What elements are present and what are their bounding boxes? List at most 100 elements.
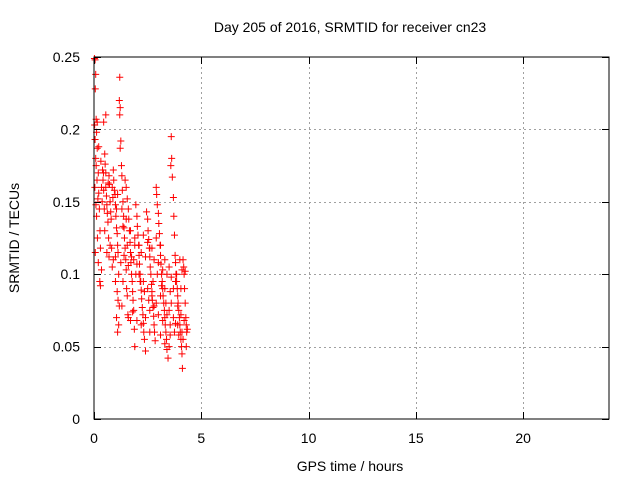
data-point [179, 335, 187, 343]
data-point [169, 193, 177, 201]
data-point [170, 328, 178, 336]
data-point [104, 179, 112, 187]
data-point [124, 205, 132, 213]
data-point [129, 308, 137, 316]
data-point [117, 137, 125, 145]
data-point [129, 296, 137, 304]
data-point [113, 314, 121, 322]
data-point [113, 230, 121, 238]
data-point [176, 256, 184, 264]
data-point [93, 176, 101, 184]
data-point [158, 282, 166, 290]
data-point [154, 209, 162, 217]
data-point [150, 321, 158, 329]
data-point [114, 241, 122, 249]
data-point [94, 259, 102, 267]
data-point [131, 343, 139, 351]
data-point [96, 277, 104, 285]
data-point [120, 251, 128, 259]
data-point [169, 285, 177, 293]
data-point [144, 227, 152, 235]
data-point [144, 215, 152, 223]
data-point [178, 328, 186, 336]
data-point [97, 157, 105, 165]
data-point [106, 241, 114, 249]
y-tick-label: 0.25 [53, 49, 80, 65]
data-point [152, 234, 160, 242]
data-point [140, 288, 148, 296]
data-point [108, 263, 116, 271]
plot-frame [93, 56, 610, 420]
data-point [174, 292, 182, 300]
data-point [108, 183, 116, 191]
data-point [180, 263, 188, 271]
data-point [103, 248, 111, 256]
data-point [180, 317, 188, 325]
data-point [119, 277, 127, 285]
data-point [145, 296, 153, 304]
data-point [107, 208, 115, 216]
y-axis-label: SRMTID / TECUs [6, 183, 22, 293]
data-point [103, 209, 111, 217]
data-point [109, 193, 117, 201]
data-point [150, 312, 158, 320]
data-point [140, 328, 148, 336]
data-point [162, 299, 170, 307]
data-point [93, 118, 101, 126]
data-point [147, 270, 155, 278]
data-point [152, 183, 160, 191]
data-point [128, 277, 136, 285]
data-point [133, 260, 141, 268]
data-point [119, 222, 127, 230]
data-point [159, 317, 167, 325]
data-point [138, 304, 146, 312]
y-tick-label: 0.1 [61, 266, 81, 282]
data-point [101, 160, 109, 168]
data-point [123, 292, 131, 300]
data-point [157, 251, 165, 259]
data-point [124, 314, 132, 322]
grid-lines [94, 57, 609, 419]
y-tick-label: 0 [72, 411, 80, 427]
data-point [178, 266, 186, 274]
data-point [120, 224, 128, 232]
data-point [157, 331, 165, 339]
data-point [154, 311, 162, 319]
data-point [101, 150, 109, 158]
data-point [115, 270, 123, 278]
data-point [175, 306, 183, 314]
data-point [117, 162, 125, 170]
data-point [108, 244, 116, 252]
data-point [133, 222, 141, 230]
data-point [172, 277, 180, 285]
data-point [131, 234, 139, 242]
data-point [153, 201, 161, 209]
data-point [122, 266, 130, 274]
data-point [111, 201, 119, 209]
data-point [138, 295, 146, 303]
data-point [96, 282, 104, 290]
x-tick-label: 0 [90, 430, 98, 446]
data-point [105, 234, 113, 242]
data-point [98, 198, 106, 206]
y-tick-label: 0.2 [61, 121, 81, 137]
data-point [104, 218, 112, 226]
data-point [106, 198, 114, 206]
data-point [137, 321, 145, 329]
data-point [133, 317, 141, 325]
data-point [105, 253, 113, 261]
data-point [118, 302, 126, 310]
data-point [173, 270, 181, 278]
data-point [166, 321, 174, 329]
data-point [119, 198, 127, 206]
data-point [116, 73, 124, 81]
data-point [131, 241, 139, 249]
data-point [178, 364, 186, 372]
data-point [165, 306, 173, 314]
data-point [165, 263, 173, 271]
data-point [122, 215, 130, 223]
data-point [112, 212, 120, 220]
data-point [167, 273, 175, 281]
data-point [151, 337, 159, 345]
